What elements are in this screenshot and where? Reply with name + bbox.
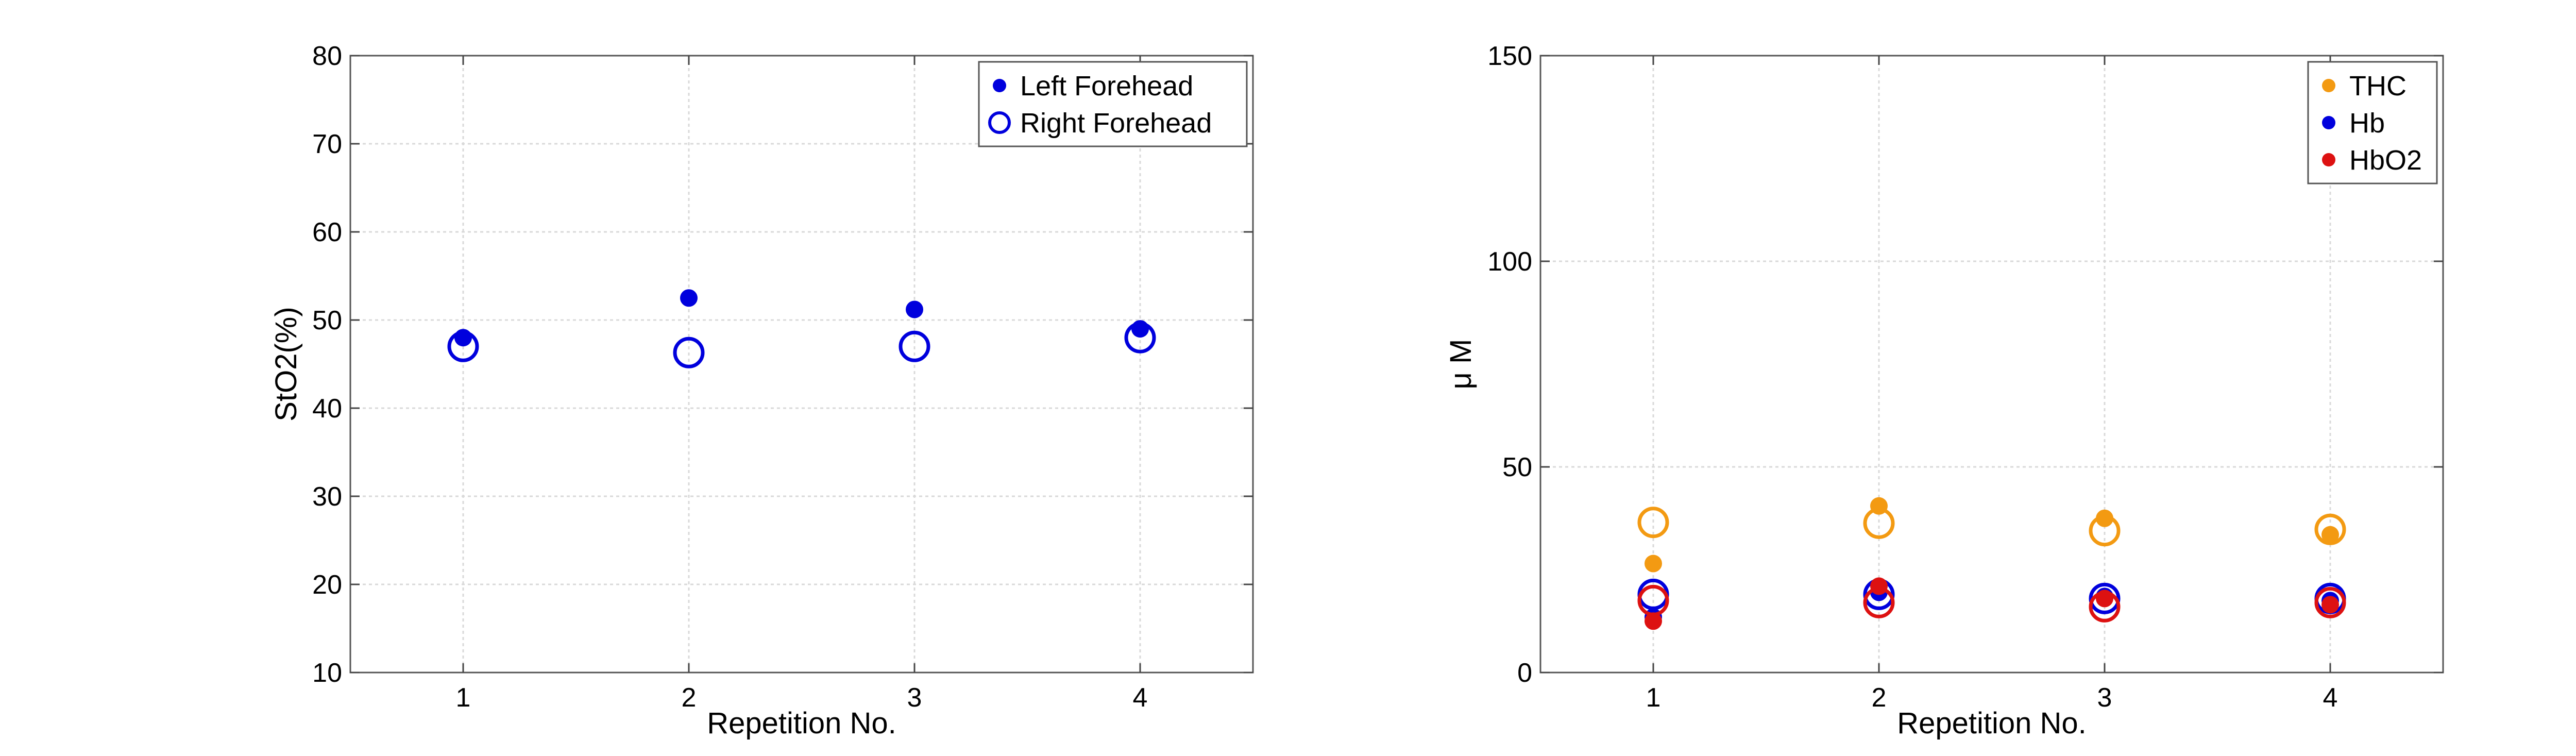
- data-point: [680, 289, 698, 307]
- data-point: [1645, 612, 1662, 630]
- data-point: [1863, 586, 1895, 618]
- y-tick-label: 40: [312, 394, 342, 424]
- y-axis-label: μ M: [1444, 339, 1478, 390]
- data-point: [2321, 596, 2339, 614]
- y-tick-label: 80: [312, 41, 342, 71]
- data-point: [1870, 577, 1888, 595]
- legend-box: [978, 61, 1248, 147]
- plot-area: [350, 56, 1253, 673]
- y-tick-label: 20: [312, 570, 342, 600]
- data-point: [906, 300, 923, 318]
- data-point: [1637, 507, 1669, 539]
- data-point: [2314, 586, 2346, 618]
- y-tick-label: 70: [312, 129, 342, 159]
- legend-label: Right Forehead: [1020, 108, 1212, 139]
- data-point: [673, 337, 705, 368]
- data-point: [2314, 513, 2346, 545]
- legend-label: Hb: [2349, 108, 2385, 139]
- x-axis-label: Repetition No.: [707, 707, 896, 740]
- legend-label: Left Forehead: [1020, 71, 1193, 102]
- x-tick-label: 2: [682, 683, 697, 713]
- x-tick-label: 2: [1872, 683, 1887, 713]
- legend-marker: [2322, 79, 2335, 92]
- data-point: [1124, 322, 1156, 354]
- concentration-chart: 1 2 3 4 0 50 100 150 Repetition No. μ M THC Hb HbO2: [1444, 41, 2444, 740]
- data-point: [2089, 515, 2121, 547]
- plot-area: [1540, 56, 2443, 673]
- x-tick-label: 4: [1133, 683, 1148, 713]
- data-point: [2089, 591, 2121, 623]
- x-tick-label: 3: [907, 683, 922, 713]
- legend-marker: [2322, 116, 2335, 129]
- data-point: [1637, 584, 1669, 616]
- x-tick-label: 1: [1646, 683, 1661, 713]
- y-tick-label: 60: [312, 217, 342, 247]
- y-tick-label: 50: [312, 306, 342, 335]
- legend-label: THC: [2349, 71, 2406, 102]
- data-point: [2089, 582, 2121, 614]
- legend: THC Hb HbO2: [2307, 61, 2438, 184]
- y-axis-label: StO2(%): [269, 307, 303, 421]
- data-point: [1863, 507, 1895, 539]
- x-tick-label: 4: [2323, 683, 2338, 713]
- legend: Left Forehead Right Forehead: [978, 61, 1248, 147]
- y-tick-label: 30: [312, 482, 342, 512]
- data-point: [2321, 526, 2339, 544]
- y-tick-label: 10: [312, 658, 342, 688]
- legend-marker: [988, 111, 1011, 134]
- x-tick-label: 3: [2097, 683, 2112, 713]
- axes-frame: [349, 55, 1254, 674]
- legend-marker: [993, 79, 1006, 92]
- data-point: [1645, 555, 1662, 573]
- sto2-chart: 1 2 3 4 10 20 30 40 50 60 70 80 Repetition No. StO2(%…: [269, 41, 1254, 740]
- axes-frame: [1539, 55, 2444, 674]
- legend-marker: [2322, 153, 2335, 166]
- y-tick-label: 150: [1487, 41, 1532, 71]
- y-tick-label: 0: [1517, 658, 1532, 688]
- y-tick-label: 50: [1502, 452, 1532, 482]
- legend-label: HbO2: [2349, 145, 2422, 176]
- data-point: [899, 330, 930, 362]
- y-tick-label: 100: [1487, 247, 1532, 277]
- data-point: [447, 330, 479, 362]
- x-axis-label: Repetition No.: [1897, 707, 2087, 740]
- x-tick-label: 1: [456, 683, 471, 713]
